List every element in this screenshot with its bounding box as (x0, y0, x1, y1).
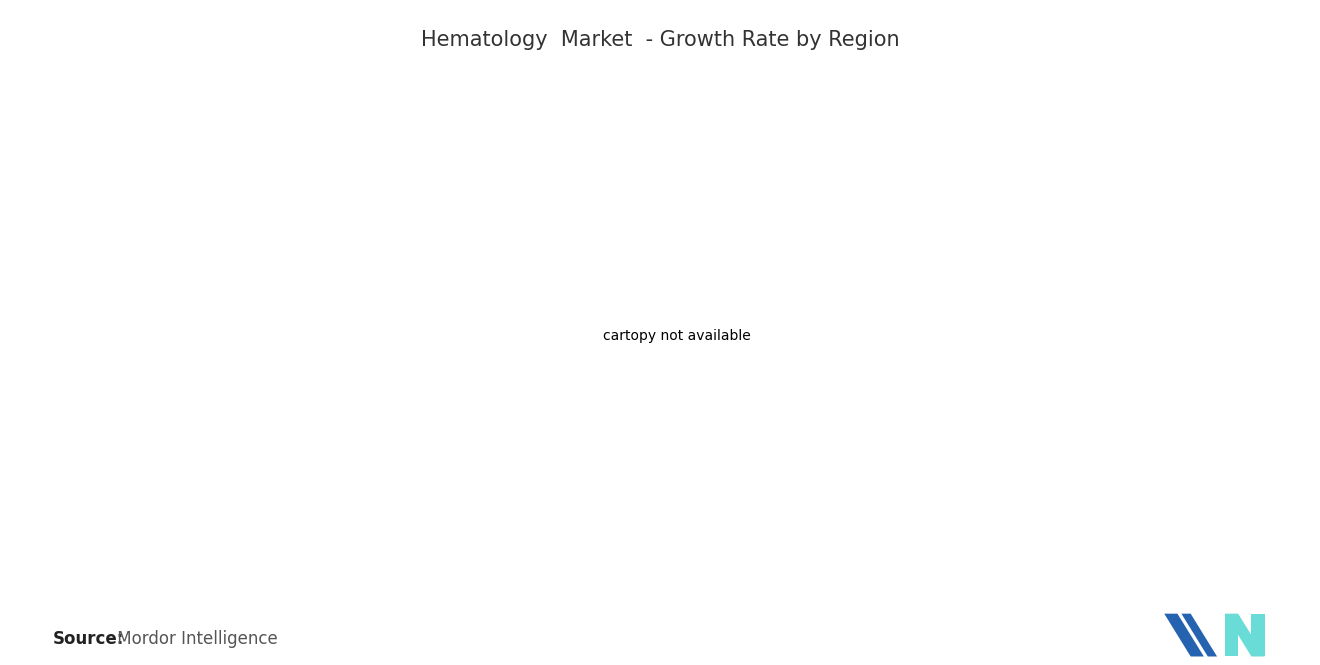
Polygon shape (1225, 614, 1238, 656)
Polygon shape (1164, 614, 1204, 656)
Polygon shape (1181, 614, 1217, 656)
Text: cartopy not available: cartopy not available (603, 329, 750, 343)
Polygon shape (1251, 614, 1265, 656)
Text: Hematology  Market  - Growth Rate by Region: Hematology Market - Growth Rate by Regio… (421, 30, 899, 50)
Polygon shape (1225, 614, 1265, 656)
Text: Mordor Intelligence: Mordor Intelligence (112, 630, 279, 648)
Text: Source:: Source: (53, 630, 124, 648)
